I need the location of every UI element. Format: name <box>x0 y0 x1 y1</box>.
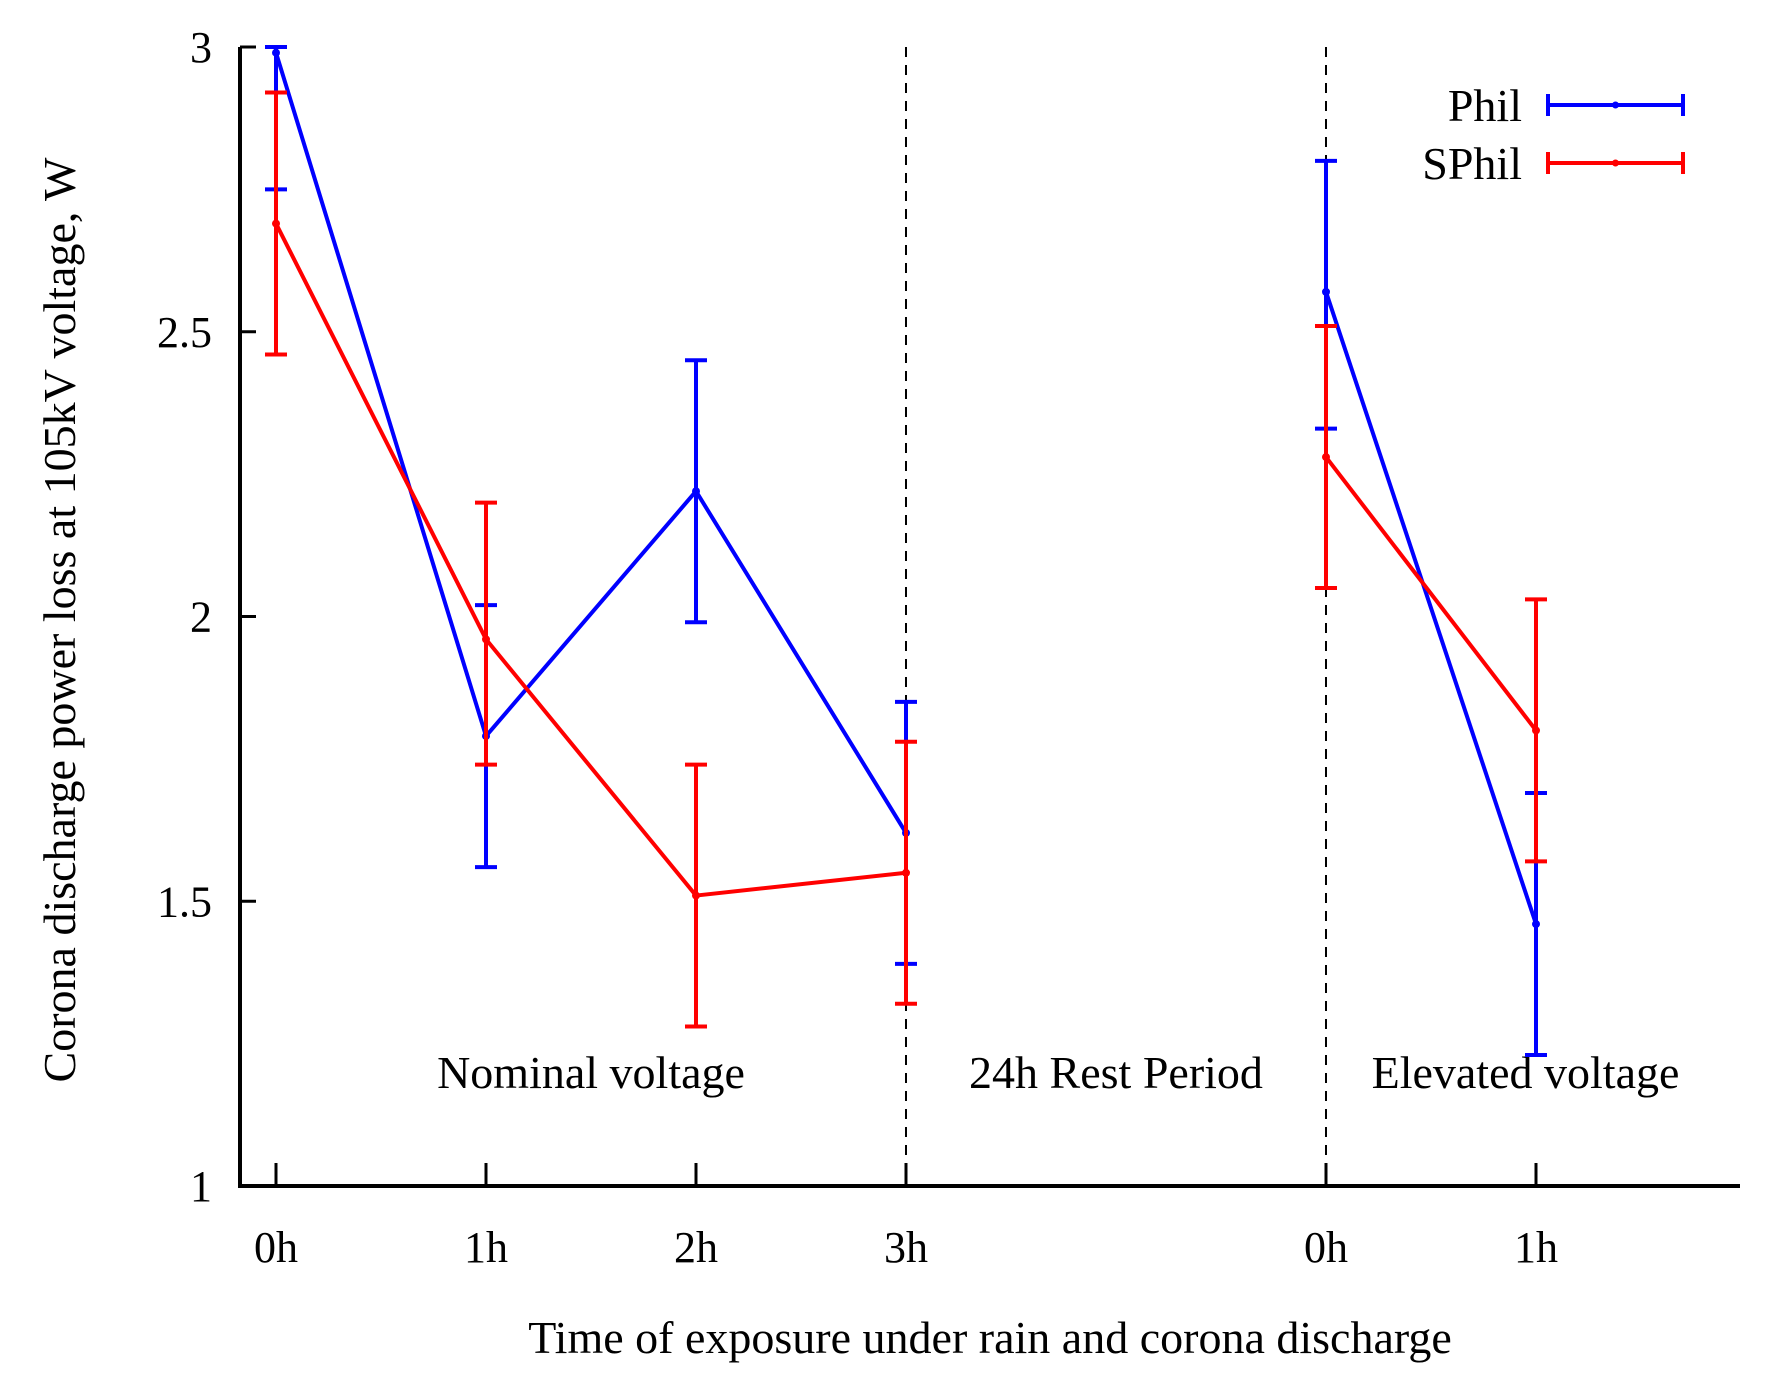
legend-label: Phil <box>1448 80 1522 131</box>
series-line <box>1324 455 1538 732</box>
x-axis-title: Time of exposure under rain and corona d… <box>528 1312 1452 1363</box>
y-tick-label: 1 <box>190 1162 212 1211</box>
y-tick-label: 3 <box>190 23 212 72</box>
region-labels: Nominal voltage 24h Rest Period Elevated v… <box>437 1047 1679 1098</box>
data-point <box>482 635 490 644</box>
x-tick-label: 3h <box>884 1223 928 1272</box>
region-separators <box>905 47 1327 1186</box>
y-tick-label: 1.5 <box>157 877 212 926</box>
data-point <box>902 868 910 877</box>
series-line <box>1324 291 1538 925</box>
y-tick-label: 2.5 <box>157 308 212 357</box>
data-point <box>1532 726 1540 735</box>
data-point <box>692 891 700 900</box>
y-tick-label: 2 <box>190 593 212 642</box>
region-label: Nominal voltage <box>437 1047 745 1098</box>
x-tick-label: 2h <box>674 1223 718 1272</box>
data-point <box>1322 453 1330 462</box>
axes <box>238 47 1740 1188</box>
data-point <box>272 48 280 57</box>
legend-swatch-point <box>1612 101 1619 109</box>
data-point <box>1532 920 1540 929</box>
series-line <box>274 222 907 898</box>
data-point <box>1322 287 1330 296</box>
legend-swatch-point <box>1612 159 1619 167</box>
x-tick-label: 1h <box>464 1223 508 1272</box>
series-line <box>274 52 908 834</box>
legend-label: SPhil <box>1422 138 1522 189</box>
x-tick-label: 1h <box>1514 1223 1558 1272</box>
series-group <box>265 45 1547 1058</box>
y-axis-ticks: 1 1.5 2 2.5 3 <box>157 23 256 1211</box>
y-axis-title: Corona discharge power loss at 105kV vol… <box>34 157 85 1083</box>
x-tick-label: 0h <box>1304 1223 1348 1272</box>
x-axis-ticks: 0h 1h 2h 3h 0h 1h <box>254 1163 1558 1272</box>
data-point <box>692 487 700 496</box>
legend: Phil SPhil <box>1422 80 1685 189</box>
series-sphil <box>265 90 1547 1029</box>
x-tick-label: 0h <box>254 1223 298 1272</box>
data-point <box>272 219 280 228</box>
region-label: 24h Rest Period <box>969 1047 1263 1098</box>
